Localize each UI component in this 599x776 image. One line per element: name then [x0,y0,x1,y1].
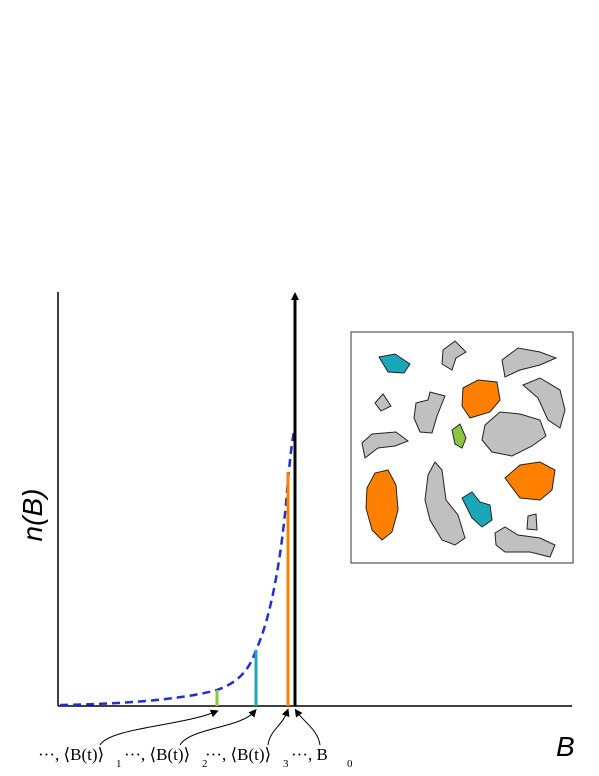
y-label: n(B) [17,489,48,542]
marker-label: ···, B [291,745,328,764]
distribution-curve [59,431,296,707]
marker-subscript: 0 [347,758,353,770]
pointer-arrows [99,708,321,746]
marker-subscript: 3 [283,758,289,770]
marker-subscript: 2 [202,758,208,770]
marker-label: ···, ⟨B(t)⟩ [124,745,190,764]
marker-label: ···, ⟨B(t)⟩ [38,745,104,764]
marker-subscript: 1 [116,758,122,770]
x-label: B [556,731,575,762]
marker-label: ···, ⟨B(t)⟩ [205,745,271,764]
inset [350,331,574,564]
